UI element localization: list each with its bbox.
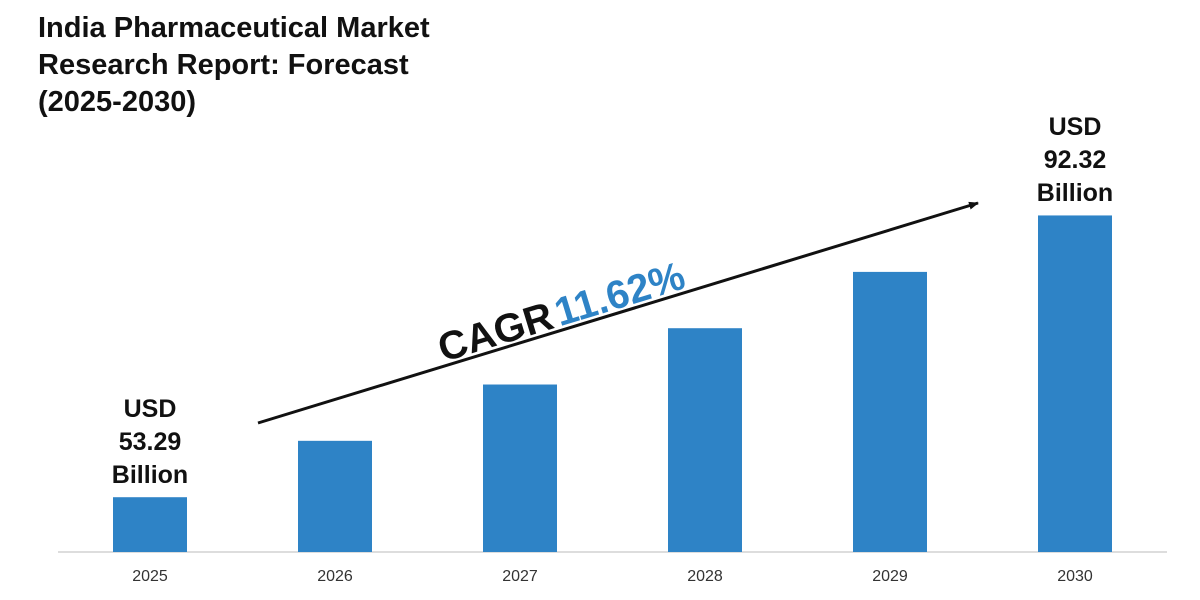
value-label: USD 92.32 Billion	[1036, 113, 1114, 208]
chart-title: India Pharmaceutical Market Research Rep…	[38, 12, 430, 118]
x-tick-label: 2029	[872, 568, 908, 585]
cagr-annotation: CAGR 11.62%	[433, 254, 690, 371]
x-tick-label: 2027	[502, 568, 538, 585]
bar	[1038, 215, 1112, 552]
cagr-value: 11.62%	[550, 254, 691, 335]
bar	[668, 328, 742, 552]
x-tick-label: 2025	[132, 568, 168, 585]
bar	[853, 271, 927, 552]
bar	[298, 440, 372, 552]
x-tick-label: 2028	[687, 568, 723, 585]
cagr-label: CAGR	[433, 294, 559, 371]
bar	[113, 497, 187, 552]
bar	[483, 384, 557, 552]
x-tick-label: 2030	[1057, 568, 1093, 585]
value-label: USD 53.29 Billion	[111, 395, 189, 490]
x-tick-label: 2026	[317, 568, 353, 585]
trend-arrow	[257, 201, 979, 425]
